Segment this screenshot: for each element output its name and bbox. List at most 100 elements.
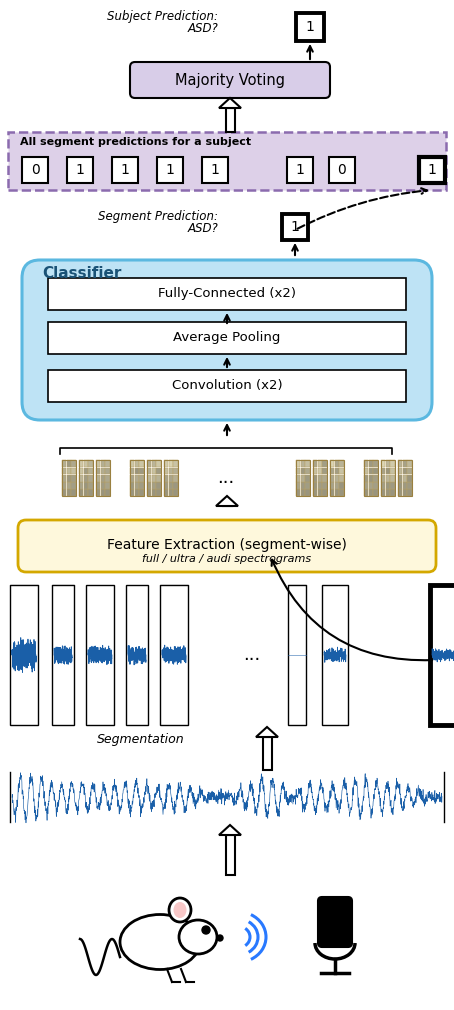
- Bar: [96, 475, 100, 482]
- Polygon shape: [226, 835, 235, 875]
- Bar: [381, 475, 385, 482]
- FancyBboxPatch shape: [52, 585, 74, 725]
- Bar: [156, 475, 161, 482]
- FancyBboxPatch shape: [430, 585, 454, 725]
- Bar: [385, 489, 390, 496]
- Bar: [164, 461, 168, 468]
- Text: Feature Extraction (segment-wise): Feature Extraction (segment-wise): [107, 538, 347, 552]
- Bar: [306, 489, 310, 496]
- Bar: [156, 461, 161, 468]
- Text: 0: 0: [338, 163, 346, 177]
- Bar: [147, 482, 151, 489]
- Bar: [296, 461, 301, 468]
- Bar: [152, 475, 156, 482]
- FancyBboxPatch shape: [22, 260, 432, 420]
- Bar: [67, 489, 71, 496]
- Text: Classifier: Classifier: [42, 267, 121, 282]
- Bar: [105, 461, 110, 468]
- Bar: [139, 468, 144, 475]
- Circle shape: [202, 926, 210, 934]
- Bar: [156, 489, 161, 496]
- Bar: [306, 482, 310, 489]
- Bar: [398, 482, 402, 489]
- Bar: [390, 489, 395, 496]
- FancyBboxPatch shape: [160, 585, 188, 725]
- FancyBboxPatch shape: [288, 585, 306, 725]
- Bar: [322, 461, 327, 468]
- Bar: [318, 468, 322, 475]
- Bar: [407, 482, 412, 489]
- Bar: [318, 461, 322, 468]
- FancyBboxPatch shape: [318, 897, 352, 947]
- Bar: [173, 482, 178, 489]
- Bar: [403, 468, 407, 475]
- FancyBboxPatch shape: [48, 370, 406, 402]
- Bar: [373, 461, 378, 468]
- Bar: [84, 482, 88, 489]
- Polygon shape: [226, 108, 235, 132]
- Bar: [330, 475, 334, 482]
- Bar: [96, 468, 100, 475]
- Bar: [330, 468, 334, 475]
- Bar: [156, 482, 161, 489]
- Bar: [335, 482, 339, 489]
- Bar: [301, 489, 305, 496]
- Bar: [296, 489, 301, 496]
- Bar: [105, 468, 110, 475]
- Polygon shape: [216, 496, 238, 506]
- Bar: [306, 468, 310, 475]
- Bar: [369, 461, 373, 468]
- Bar: [139, 482, 144, 489]
- FancyBboxPatch shape: [329, 157, 355, 183]
- Bar: [135, 475, 139, 482]
- Text: Average Pooling: Average Pooling: [173, 331, 281, 344]
- Bar: [403, 482, 407, 489]
- Bar: [313, 489, 317, 496]
- Bar: [306, 461, 310, 468]
- FancyBboxPatch shape: [287, 157, 313, 183]
- Bar: [369, 475, 373, 482]
- Bar: [130, 461, 134, 468]
- Bar: [369, 489, 373, 496]
- Bar: [169, 482, 173, 489]
- FancyBboxPatch shape: [10, 585, 38, 725]
- Bar: [79, 489, 84, 496]
- Bar: [369, 482, 373, 489]
- Bar: [71, 461, 76, 468]
- Bar: [390, 482, 395, 489]
- Bar: [105, 489, 110, 496]
- Bar: [101, 482, 105, 489]
- Bar: [164, 475, 168, 482]
- Bar: [169, 461, 173, 468]
- Bar: [147, 461, 151, 468]
- Bar: [130, 468, 134, 475]
- Bar: [398, 475, 402, 482]
- Polygon shape: [222, 502, 232, 506]
- Polygon shape: [219, 98, 241, 108]
- Bar: [139, 489, 144, 496]
- Bar: [130, 489, 134, 496]
- Bar: [407, 468, 412, 475]
- Bar: [407, 475, 412, 482]
- Bar: [407, 461, 412, 468]
- FancyBboxPatch shape: [130, 62, 330, 98]
- Bar: [373, 482, 378, 489]
- FancyBboxPatch shape: [282, 214, 308, 240]
- FancyBboxPatch shape: [157, 157, 183, 183]
- Bar: [62, 468, 66, 475]
- FancyBboxPatch shape: [419, 157, 445, 183]
- Bar: [173, 461, 178, 468]
- Bar: [84, 475, 88, 482]
- Bar: [84, 461, 88, 468]
- FancyBboxPatch shape: [67, 157, 93, 183]
- Bar: [71, 475, 76, 482]
- Bar: [313, 461, 317, 468]
- Bar: [84, 468, 88, 475]
- Bar: [373, 475, 378, 482]
- Bar: [135, 489, 139, 496]
- Bar: [89, 461, 93, 468]
- Bar: [364, 475, 368, 482]
- Text: Majority Voting: Majority Voting: [175, 73, 285, 88]
- FancyBboxPatch shape: [296, 13, 324, 41]
- Bar: [339, 468, 344, 475]
